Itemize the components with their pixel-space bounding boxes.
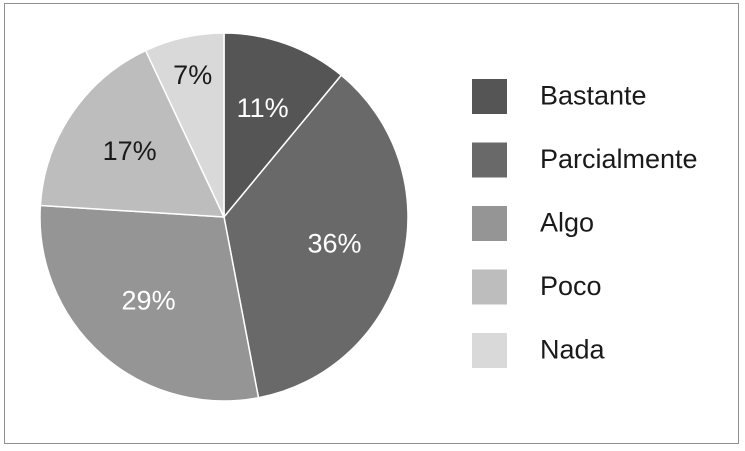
legend-label: Bastante (540, 81, 647, 111)
legend: Bastante Parcialmente Algo Poco Nada (472, 79, 698, 368)
pie-slice-bastante (223, 32, 343, 220)
legend-label: Poco (540, 271, 602, 301)
pie-slices (39, 32, 409, 402)
legend-item-bastante: Bastante (472, 79, 647, 114)
legend-swatch (472, 269, 507, 305)
legend-label: Nada (540, 335, 606, 365)
legend-label: Algo (540, 208, 594, 238)
pie-slice-algo (39, 204, 260, 402)
pie-value-label-bastante: 11% (237, 93, 289, 123)
pie-value-label-algo: 29% (122, 286, 176, 316)
legend-item-poco: Poco (472, 269, 602, 305)
pie-value-label-parcialmente: 36% (307, 228, 361, 258)
legend-item-parcialmente: Parcialmente (472, 142, 698, 178)
legend-label: Parcialmente (540, 144, 698, 174)
pie-slice-poco (39, 49, 226, 218)
legend-swatch (472, 79, 507, 114)
legend-item-algo: Algo (472, 206, 594, 241)
pie-slice-parcialmente (223, 74, 409, 399)
pie-value-label-nada: 7% (173, 60, 212, 90)
legend-item-nada: Nada (472, 333, 606, 368)
pie-value-labels: 11% 36% 29% 17% 7% (103, 60, 362, 316)
pie-slice-nada (144, 32, 225, 218)
legend-swatch (472, 206, 507, 241)
pie-value-label-poco: 17% (103, 136, 157, 166)
legend-swatch (472, 142, 507, 178)
legend-swatch (472, 333, 507, 368)
